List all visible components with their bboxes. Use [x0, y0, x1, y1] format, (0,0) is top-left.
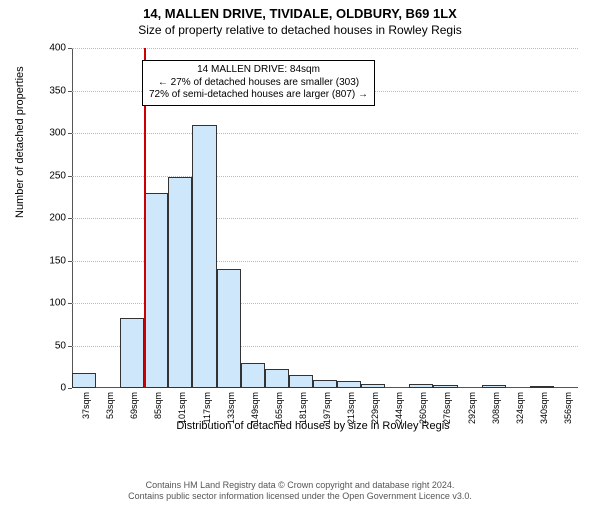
histogram-bar — [337, 381, 361, 388]
title-sub: Size of property relative to detached ho… — [0, 23, 600, 37]
x-tick-label: 117sqm — [202, 392, 212, 423]
footer-line-2: Contains public sector information licen… — [0, 491, 600, 502]
histogram-bar — [72, 373, 96, 388]
histogram-bar — [409, 384, 433, 388]
histogram-bar — [168, 177, 192, 388]
histogram-bar — [120, 318, 144, 388]
footer-line-1: Contains HM Land Registry data © Crown c… — [0, 480, 600, 491]
histogram-bar — [289, 375, 313, 388]
x-tick-label: 37sqm — [81, 392, 91, 419]
x-tick-label: 53sqm — [105, 392, 115, 419]
y-axis-label: Number of detached properties — [14, 66, 26, 218]
y-tick-label: 250 — [36, 170, 66, 181]
histogram-bar — [217, 269, 241, 388]
gridline — [72, 133, 578, 134]
y-tick-label: 0 — [36, 383, 66, 394]
info-box-line-2: ← 27% of detached houses are smaller (30… — [149, 77, 368, 90]
histogram-bar — [265, 369, 289, 388]
x-tick-label: 69sqm — [129, 392, 139, 419]
y-tick-label: 150 — [36, 255, 66, 266]
gridline — [72, 176, 578, 177]
histogram-chart: Number of detached properties 0501001502… — [48, 48, 578, 428]
histogram-bar — [530, 386, 554, 388]
histogram-bar — [144, 193, 168, 389]
title-main: 14, MALLEN DRIVE, TIVIDALE, OLDBURY, B69… — [0, 6, 600, 21]
y-tick-label: 200 — [36, 213, 66, 224]
y-tick-label: 100 — [36, 298, 66, 309]
histogram-bar — [313, 380, 337, 389]
x-axis-label: Distribution of detached houses by size … — [48, 420, 578, 432]
histogram-bar — [433, 385, 457, 388]
plot-area: 37sqm53sqm69sqm85sqm101sqm117sqm133sqm14… — [72, 48, 578, 388]
footer-attribution: Contains HM Land Registry data © Crown c… — [0, 480, 600, 502]
info-box-line-3: 72% of semi-detached houses are larger (… — [149, 89, 368, 102]
info-box-line-1: 14 MALLEN DRIVE: 84sqm — [149, 64, 368, 77]
y-tick-label: 50 — [36, 340, 66, 351]
histogram-bar — [241, 363, 265, 389]
y-tick-label: 350 — [36, 85, 66, 96]
histogram-bar — [361, 384, 385, 388]
x-tick-label: 85sqm — [153, 392, 163, 419]
histogram-bar — [482, 385, 506, 388]
histogram-bar — [192, 125, 216, 389]
y-tick-mark — [68, 388, 72, 389]
info-box: 14 MALLEN DRIVE: 84sqm← 27% of detached … — [142, 60, 375, 106]
y-tick-label: 300 — [36, 128, 66, 139]
y-tick-label: 400 — [36, 43, 66, 54]
gridline — [72, 48, 578, 49]
